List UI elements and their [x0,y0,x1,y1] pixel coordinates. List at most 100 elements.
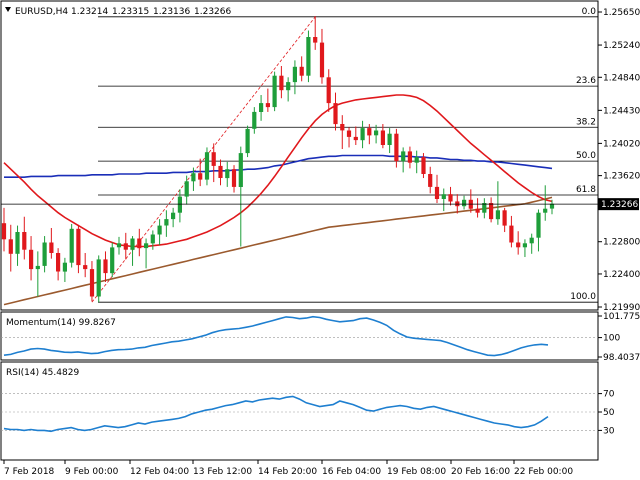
candle-body [482,203,487,213]
candle-body [401,151,406,162]
candle-body [130,238,135,250]
main-price-panel: 0.0 23.6 38.2 50.0 61.8 100.0 EURUSD,H4 1.232… [0,0,599,311]
candle [15,225,20,266]
price-header: EURUSD,H4 1.23214 1.23315 1.23136 1.2326… [5,7,231,17]
price-tick-label: 1.22400 [603,270,640,280]
fib-level-label: 100.0 [570,292,596,302]
price-tick-label: 1.21990 [603,303,640,313]
candle [502,207,507,233]
candle-body [225,169,230,179]
candle [434,174,440,204]
candle-body [83,265,88,270]
time-tick-label: 14 Feb 20:00 [258,467,317,477]
candle [123,232,128,260]
main-panel-frame [0,0,599,311]
candle-body [22,232,27,250]
candle [191,167,196,191]
candle [137,228,142,257]
candle-body [319,42,325,78]
candle-body [29,249,34,270]
candle-body [346,130,352,137]
rsi-line-layer [1,393,598,433]
candle [35,251,40,297]
fibonacci-levels: 0.0 23.6 38.2 50.0 61.8 100.0 [98,7,598,303]
candle-body [110,247,115,274]
candle-body [313,37,318,43]
rsi-axis: 70 50 30 [598,390,615,436]
open-value: 1.23214 [71,7,108,17]
candle-body [502,210,507,226]
candle-body [231,169,237,187]
candle-body [198,173,203,180]
time-tick-label: 19 Feb 08:00 [387,467,446,477]
collapse-triangle-icon[interactable] [5,7,11,12]
candle-body [441,194,446,199]
price-tick-label: 1.24840 [603,73,640,83]
candle [522,239,527,258]
candle [543,185,548,221]
candle [367,124,372,145]
candle-body [177,196,182,213]
candle-body [49,242,54,253]
rsi-line [3,395,549,433]
candle [22,216,27,260]
candle-body [144,243,149,249]
candle-body [1,223,7,240]
moving-averages [3,94,553,306]
candle-body [157,225,162,235]
time-tick-label: 22 Feb 00:00 [514,467,573,477]
candle [29,236,34,281]
fib-trendline [91,16,316,303]
rsi-panel: RSI(14) 45.4829 [0,361,599,461]
candle [360,120,365,149]
candle-body [495,210,500,220]
time-axis: 7 Feb 2018 9 Feb 00:00 12 Feb 04:00 13 Feb … [3,460,573,477]
candle [313,16,318,50]
candle [374,124,379,144]
momentum-panel-frame [0,311,599,361]
candle [204,147,210,186]
time-tick-label: 20 Feb 16:00 [451,467,510,477]
candle-body [211,152,216,166]
candle-body [96,259,101,297]
ma-red-line [3,94,553,248]
candle [245,125,250,158]
candle [130,236,135,266]
candle [83,252,88,278]
candle-body [259,103,264,112]
candle [225,161,230,187]
price-tick-label: 1.25240 [603,41,640,51]
rsi-tick-label: 70 [603,390,615,400]
candle [482,198,487,219]
candle-body [150,234,155,244]
candle-body [522,243,527,248]
candle [211,143,216,183]
candlesticks [1,16,555,303]
candle [96,255,101,303]
candle [56,248,61,281]
candle [103,251,108,283]
rsi-tick-label: 30 [603,426,615,436]
close-value: 1.23266 [194,7,231,17]
ma-blue-line [4,154,553,178]
time-tick-label: 13 Feb 12:00 [193,467,252,477]
current-price-tag [598,198,639,211]
candle [353,126,358,145]
candle-body [529,237,534,244]
price-tick-label: 1.24430 [603,106,640,116]
candle-body [380,130,385,145]
fib-level-label: 38.2 [576,117,596,127]
candle-body [489,203,494,220]
candle [252,107,257,134]
candle [171,207,176,228]
candle-body [123,243,128,250]
candle [421,153,426,179]
candle [489,197,494,223]
candle [346,127,352,148]
candle [69,223,74,268]
candle [144,238,149,269]
candle-body [516,242,521,248]
candle [157,219,162,245]
momentum-line [3,315,549,357]
